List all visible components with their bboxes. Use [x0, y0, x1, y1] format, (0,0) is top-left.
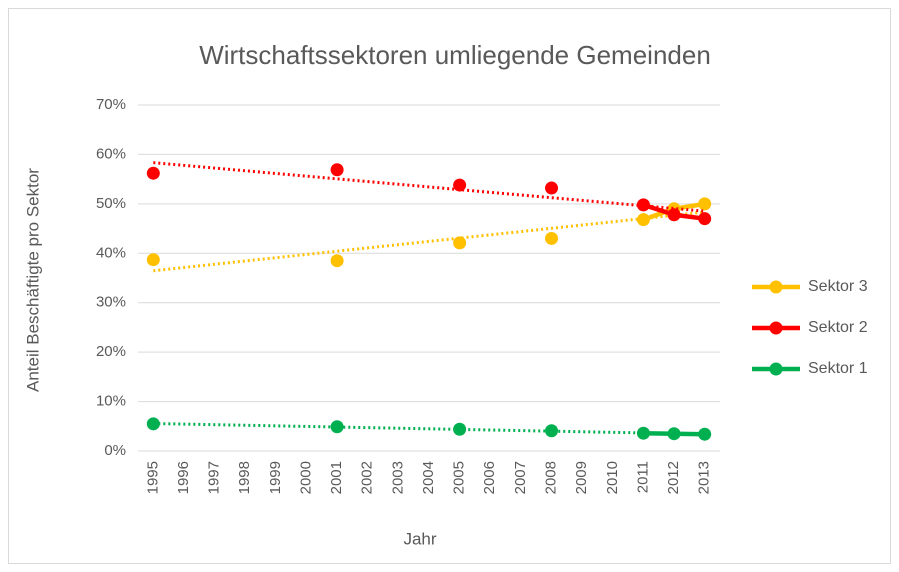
x-tick-label: 1995 [144, 461, 161, 494]
x-tick-label: 1996 [175, 461, 192, 494]
data-point [636, 426, 650, 440]
y-tick-label: 40% [96, 244, 126, 261]
data-point [545, 424, 559, 438]
x-tick-label: 1997 [206, 461, 223, 494]
y-axis-label: Anteil Beschäftigte pro Sektor [23, 168, 42, 392]
data-point [667, 427, 681, 441]
data-point [453, 422, 467, 436]
data-point [545, 181, 559, 195]
y-tick-label: 70% [96, 96, 126, 113]
x-tick-label: 2011 [634, 461, 651, 493]
y-tick-label: 30% [96, 294, 126, 311]
x-tick-label: 2000 [297, 461, 314, 494]
x-tick-label: 2010 [604, 461, 621, 494]
data-point [667, 208, 681, 222]
x-tick-label: 2005 [451, 461, 468, 494]
x-tick-label: 2001 [328, 461, 345, 494]
x-tick-label: 2004 [420, 461, 437, 494]
y-tick-label: 10% [96, 393, 126, 410]
x-tick-label: 2009 [573, 461, 590, 494]
x-tick-label: 2002 [359, 461, 376, 494]
x-tick-label: 2013 [696, 461, 713, 494]
legend-label: Sektor 1 [808, 360, 868, 377]
trendline [153, 421, 705, 436]
data-point [146, 166, 160, 180]
x-tick-label: 2007 [512, 461, 529, 494]
data-point [698, 212, 712, 226]
data-point [146, 253, 160, 267]
legend-label: Sektor 2 [808, 319, 868, 336]
legend-marker [769, 321, 783, 335]
chart-title: Wirtschaftssektoren umliegende Gemeinden [199, 40, 711, 70]
data-point [146, 417, 160, 431]
data-point [636, 213, 650, 227]
legend-marker [769, 280, 783, 294]
data-point [698, 197, 712, 211]
data-point [636, 198, 650, 212]
x-tick-label: 2006 [481, 461, 498, 494]
x-tick-label: 2012 [665, 461, 682, 494]
data-point [545, 231, 559, 245]
chart-frame [8, 8, 891, 564]
data-point [453, 178, 467, 192]
x-axis-label: Jahr [403, 529, 436, 548]
data-point [453, 236, 467, 250]
x-tick-label: 1999 [267, 461, 284, 494]
y-tick-label: 50% [96, 195, 126, 212]
x-tick-label: 2003 [389, 461, 406, 494]
trendline [153, 161, 705, 213]
legend-marker [769, 362, 783, 376]
y-tick-label: 20% [96, 343, 126, 360]
x-tick-label: 1998 [236, 461, 253, 494]
y-tick-label: 0% [104, 442, 126, 459]
data-point [330, 420, 344, 434]
y-tick-label: 60% [96, 145, 126, 162]
x-tick-label: 2008 [542, 461, 559, 494]
data-point [330, 163, 344, 177]
legend-label: Sektor 3 [808, 278, 868, 295]
data-point [330, 254, 344, 268]
data-point [698, 427, 712, 441]
